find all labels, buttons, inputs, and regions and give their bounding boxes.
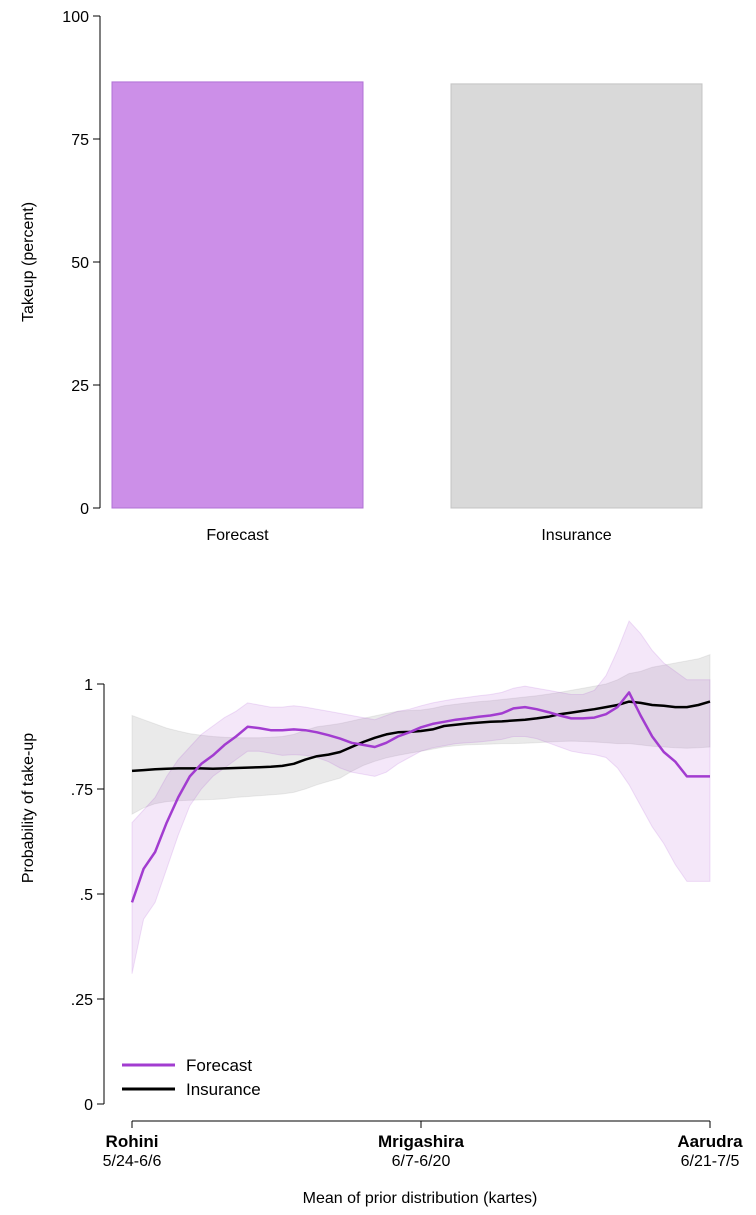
band-insurance <box>131 653 711 816</box>
legend: Forecast Insurance <box>122 1056 261 1099</box>
x-tick-name-rohini: Rohini <box>106 1132 159 1151</box>
line-insurance <box>131 700 711 773</box>
bar-y-axis: 0 25 50 75 100 <box>62 9 101 518</box>
line-y-tick-label: 1 <box>84 677 93 694</box>
bar-label-forecast: Forecast <box>206 527 269 544</box>
line-x-axis-title: Mean of prior distribution (kartes) <box>303 1190 538 1207</box>
x-tick-name-mrigashira: Mrigashira <box>378 1132 465 1151</box>
bar-y-tick-label: 25 <box>71 378 89 395</box>
line-y-tick-label: .75 <box>71 782 93 799</box>
confidence-bands <box>131 620 711 974</box>
bar-y-tick-label: 100 <box>62 9 89 26</box>
line-forecast <box>130 691 710 903</box>
bar-forecast <box>111 81 364 509</box>
bar-category-labels: Forecast Insurance <box>206 527 611 544</box>
bar-label-insurance: Insurance <box>541 527 611 544</box>
x-tick-dates-mrigashira: 6/7-6/20 <box>392 1153 451 1170</box>
legend-label-insurance: Insurance <box>186 1080 261 1099</box>
bar-y-tick-label: 50 <box>71 255 89 272</box>
x-tick-dates-rohini: 5/24-6/6 <box>103 1153 162 1170</box>
bars <box>111 81 703 509</box>
series-lines <box>130 691 711 903</box>
x-tick-name-aarudra: Aarudra <box>677 1132 743 1151</box>
line-y-tick-label: .5 <box>80 887 93 904</box>
probability-line-chart: 0 .25 .5 .75 1 Rohini 5/24-6/6 Mrigashira 6/7-6… <box>20 620 743 1207</box>
bar-y-tick-label: 0 <box>80 501 89 518</box>
x-tick-dates-aarudra: 6/21-7/5 <box>681 1153 740 1170</box>
bar-y-axis-title: Takeup (percent) <box>20 202 37 322</box>
line-y-tick-label: .25 <box>71 992 93 1009</box>
bar-y-tick-label: 75 <box>71 132 89 149</box>
line-y-axis: 0 .25 .5 .75 1 <box>71 677 105 1114</box>
bar-insurance <box>450 83 703 509</box>
line-y-tick-label: 0 <box>84 1097 93 1114</box>
line-y-axis-title: Probability of take-up <box>20 733 37 883</box>
line-x-axis: Rohini 5/24-6/6 Mrigashira 6/7-6/20 Aarudra 6… <box>103 1120 743 1170</box>
legend-label-forecast: Forecast <box>186 1056 252 1075</box>
takeup-bar-chart: 0 25 50 75 100 Forecast Insurance Takeup (per… <box>20 9 703 544</box>
